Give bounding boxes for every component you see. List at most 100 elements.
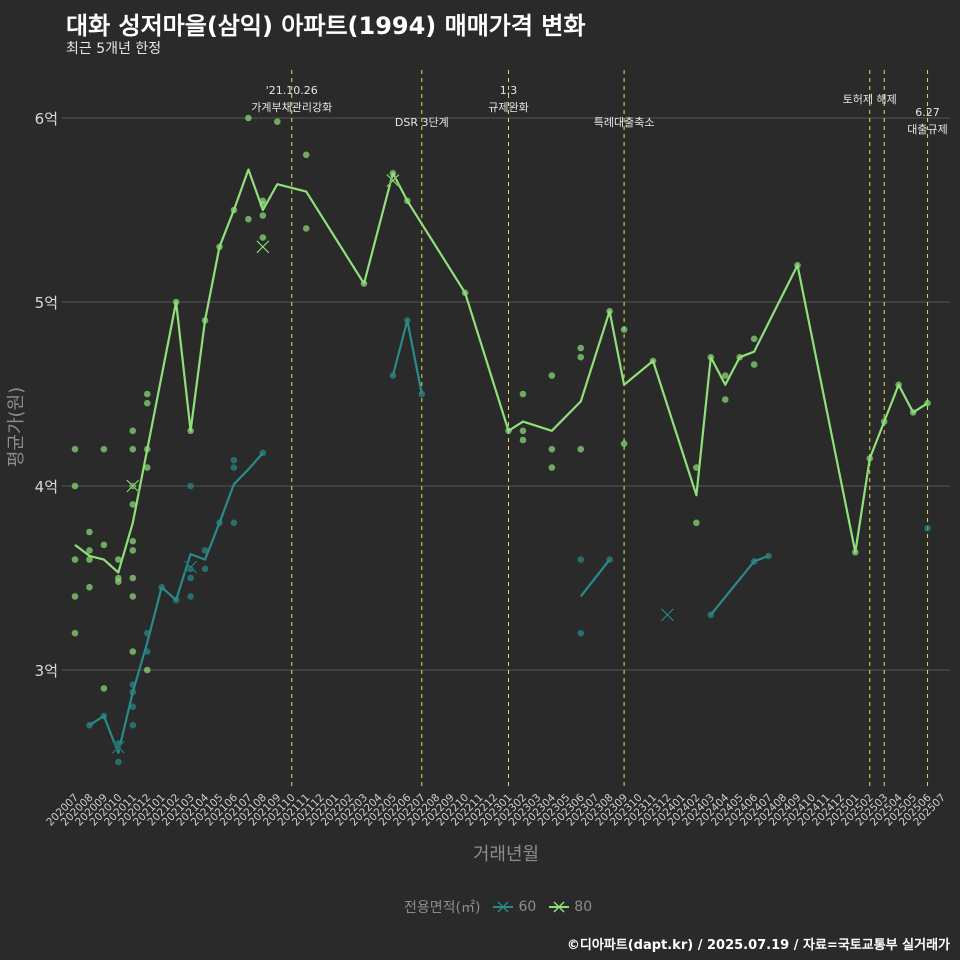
data-point (129, 593, 137, 600)
data-point (71, 629, 79, 637)
data-point (129, 501, 137, 508)
data-point (86, 556, 93, 563)
data-point (245, 114, 252, 122)
cross-marker (256, 240, 270, 254)
cross-marker (111, 740, 125, 754)
data-point (620, 440, 628, 447)
series-80 (71, 114, 931, 692)
data-point (548, 464, 556, 471)
legend-label-80: 80 (574, 899, 593, 915)
data-point (129, 648, 137, 655)
series-60 (86, 317, 931, 766)
data-point (143, 666, 151, 674)
data-point (577, 445, 585, 453)
data-point (86, 547, 93, 554)
event-label: 특례대출축소 (594, 116, 655, 129)
chart-title: 대화 성저마을(삼익) 아파트(1994) 매매가격 변화 (66, 12, 586, 40)
event-label: 1.3 (500, 84, 518, 97)
series-line (74, 168, 929, 574)
data-point (693, 519, 700, 527)
data-point (620, 326, 628, 333)
data-point (187, 482, 194, 490)
cross-marker (126, 479, 140, 493)
data-point (129, 703, 137, 711)
data-point (548, 445, 556, 453)
event-label: 토허제 해제 (843, 92, 897, 106)
series-line (709, 554, 769, 616)
data-point (129, 721, 137, 729)
data-point (187, 593, 194, 600)
data-point (519, 436, 527, 444)
event-label: 6.27 (915, 106, 940, 119)
data-point (750, 335, 758, 343)
legend-title: 전용면적(㎡) (404, 900, 481, 916)
legend-label-60: 60 (518, 899, 537, 915)
caption: ©디아파트(dapt.kr) / 2025.07.19 / 자료=국토교통부 실… (566, 938, 950, 953)
event-label: 가계부채관리강화 (251, 101, 332, 114)
y-tick-label: 4억 (35, 478, 58, 496)
legend: 전용면적(㎡) 60 80 (404, 896, 592, 918)
data-point (187, 574, 194, 582)
data-point (274, 118, 281, 125)
data-point (924, 525, 931, 532)
y-axis-title: 평균가(원) (6, 387, 27, 467)
data-point (577, 556, 585, 563)
cross-marker (184, 560, 197, 574)
data-point (143, 390, 151, 398)
data-point (519, 427, 527, 435)
data-point (230, 456, 238, 464)
event-label: '21.10.26 (266, 84, 318, 97)
data-point (721, 396, 729, 403)
data-point (201, 565, 209, 573)
legend-key-60 (493, 901, 514, 913)
data-point (230, 519, 238, 527)
data-point (129, 427, 137, 435)
data-point (115, 758, 122, 766)
series-line (88, 452, 264, 754)
data-point (201, 547, 209, 554)
data-point (245, 215, 252, 223)
data-point (302, 151, 310, 159)
legend-item-60: 60 (492, 899, 536, 915)
data-point (577, 353, 585, 361)
cross-marker (661, 608, 674, 622)
data-point (721, 372, 729, 379)
data-point (129, 537, 137, 545)
data-point (71, 556, 79, 563)
data-point (100, 541, 108, 549)
data-point (519, 390, 527, 398)
data-point (302, 225, 310, 232)
data-point (100, 685, 108, 692)
data-point (71, 593, 79, 600)
data-point (129, 574, 137, 582)
data-point (115, 556, 122, 563)
data-point (259, 234, 267, 241)
data-point (230, 464, 238, 471)
data-point (115, 578, 122, 585)
series-line (579, 558, 611, 598)
event-label: DSR 3단계 (395, 116, 449, 129)
y-tick-label: 3억 (35, 662, 58, 680)
series-line (391, 319, 423, 395)
data-point (86, 583, 93, 591)
x-axis-title: 거래년월 (473, 844, 539, 865)
data-point (71, 445, 79, 453)
chart-subtitle: 최근 5개년 한정 (66, 41, 162, 57)
data-point (577, 344, 585, 352)
data-point (389, 372, 397, 379)
data-point (143, 399, 151, 407)
data-point (187, 565, 194, 573)
data-point (129, 445, 137, 453)
data-point (259, 212, 267, 219)
data-point (86, 528, 93, 536)
y-tick-label: 6억 (35, 110, 58, 128)
data-point (71, 482, 79, 490)
data-point (129, 547, 137, 554)
legend-item-80: 80 (548, 899, 592, 915)
data-point (693, 464, 700, 471)
cross-marker (386, 174, 400, 187)
data-point (143, 464, 151, 471)
y-tick-label: 5억 (35, 294, 58, 312)
data-point (548, 372, 556, 379)
